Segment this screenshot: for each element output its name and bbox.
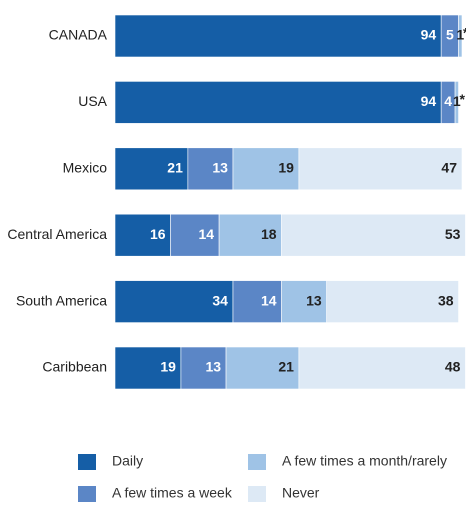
value-label: 48 — [445, 359, 461, 375]
legend-swatch — [248, 486, 266, 502]
legend-label: Daily — [112, 453, 143, 469]
value-label: 13 — [205, 359, 221, 375]
value-label: 38 — [438, 292, 454, 308]
legend-label: Never — [282, 485, 320, 501]
value-label: 53 — [445, 226, 461, 242]
bar-segment — [281, 213, 466, 257]
value-label: 13 — [306, 292, 322, 308]
value-label: 16 — [150, 226, 166, 242]
value-label: 21 — [167, 160, 183, 176]
bar-segment — [458, 14, 463, 58]
value-label: 18 — [261, 226, 277, 242]
bar-segment — [454, 81, 459, 124]
value-label: 1 — [456, 27, 464, 43]
value-label: 4 — [444, 93, 452, 109]
value-label: 1 — [453, 93, 461, 109]
legend-swatch — [78, 486, 96, 502]
bar-segment — [114, 14, 442, 58]
value-label: 14 — [199, 226, 215, 242]
bar-segment — [326, 280, 459, 323]
value-label: 47 — [441, 160, 457, 176]
value-label: * — [460, 91, 466, 107]
value-label: 94 — [421, 27, 437, 43]
bar-segment — [114, 280, 234, 323]
category-label: Caribbean — [42, 359, 107, 375]
bar-segment — [218, 213, 282, 257]
value-label: * — [463, 25, 466, 41]
bar-segment — [298, 147, 463, 191]
bar-segment — [170, 213, 220, 257]
category-label: CANADA — [49, 27, 108, 43]
value-label: 19 — [278, 160, 294, 176]
category-label: Central America — [7, 226, 107, 242]
bar-segment — [180, 346, 227, 390]
bar-segment — [232, 280, 282, 323]
value-label: 34 — [212, 292, 228, 308]
legend-label: A few times a week — [112, 485, 233, 501]
bar-segment — [225, 346, 300, 390]
legend-swatch — [78, 454, 96, 470]
value-label: 94 — [421, 93, 437, 109]
bar-segment — [281, 280, 327, 323]
legend-swatch — [248, 454, 266, 470]
value-label: 14 — [261, 292, 277, 308]
value-label: 21 — [278, 359, 294, 375]
category-label: South America — [16, 292, 107, 308]
bar-segment — [114, 81, 442, 124]
legend-label: A few times a month/rarely — [282, 453, 447, 469]
bar-segment — [114, 346, 182, 390]
category-label: Mexico — [63, 160, 108, 176]
value-label: 13 — [212, 160, 228, 176]
bar-segment — [114, 213, 171, 257]
value-label: 5 — [446, 27, 454, 43]
value-label: 19 — [160, 359, 176, 375]
category-label: USA — [78, 93, 107, 109]
bar-segment — [298, 346, 466, 390]
bar-segment — [232, 147, 300, 191]
